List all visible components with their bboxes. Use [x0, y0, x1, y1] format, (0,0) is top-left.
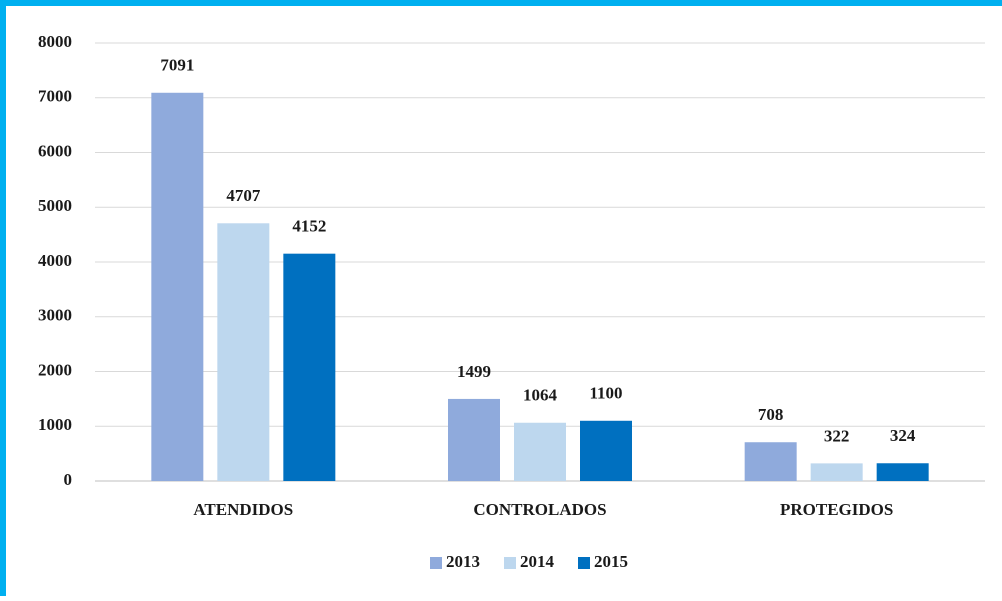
y-tick-label: 6000	[38, 141, 72, 160]
data-label: 7091	[160, 56, 194, 75]
y-tick-label: 4000	[38, 251, 72, 270]
legend-swatch	[578, 557, 590, 569]
y-tick-label: 5000	[38, 196, 72, 215]
legend-label: 2013	[446, 552, 480, 571]
bar	[744, 442, 797, 481]
bar	[514, 422, 566, 481]
bar	[283, 253, 336, 481]
y-tick-label: 2000	[38, 360, 72, 379]
legend-label: 2014	[520, 552, 555, 571]
bar	[448, 398, 500, 481]
y-tick-label: 7000	[38, 87, 72, 106]
data-label: 1064	[523, 386, 558, 405]
x-tick-label: PROTEGIDOS	[780, 500, 893, 519]
x-tick-label: CONTROLADOS	[473, 500, 606, 519]
bar	[217, 223, 270, 481]
x-tick-label: ATENDIDOS	[193, 500, 293, 519]
frame-top	[0, 0, 1002, 6]
bar	[876, 463, 929, 481]
y-tick-label: 8000	[38, 32, 72, 51]
data-label: 4152	[292, 217, 326, 236]
legend-swatch	[430, 557, 442, 569]
data-label: 1100	[589, 384, 622, 403]
data-label: 324	[890, 426, 916, 445]
data-label: 1499	[457, 362, 491, 381]
y-tick-label: 1000	[38, 415, 72, 434]
legend-label: 2015	[594, 552, 628, 571]
bar	[810, 463, 863, 481]
data-label: 4707	[226, 186, 261, 205]
data-label: 322	[824, 426, 850, 445]
y-tick-label: 0	[64, 470, 73, 489]
legend-swatch	[504, 557, 516, 569]
y-tick-label: 3000	[38, 306, 72, 325]
bar	[151, 92, 204, 481]
bar	[580, 420, 632, 481]
data-label: 708	[758, 405, 784, 424]
frame-left	[0, 0, 6, 596]
